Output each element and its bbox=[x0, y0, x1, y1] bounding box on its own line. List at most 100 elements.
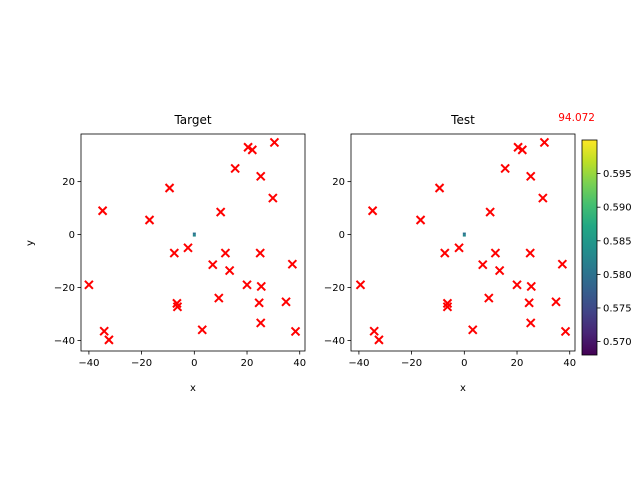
test-y-tick-label: 0 bbox=[339, 230, 345, 241]
test-data-point bbox=[525, 248, 535, 258]
test-data-point bbox=[454, 243, 464, 253]
test-data-point bbox=[369, 326, 379, 336]
test-data-point bbox=[526, 281, 536, 292]
target-data-point bbox=[224, 265, 235, 276]
target-title: Target bbox=[173, 113, 211, 127]
target-data-point bbox=[281, 297, 291, 307]
test-x-tick-label: −40 bbox=[348, 358, 369, 369]
target-center-patch bbox=[192, 234, 196, 237]
colorbar: 0.570 0.575 0.580 0.585 0.590 0.595 bbox=[581, 139, 632, 356]
target-data-point bbox=[97, 206, 108, 216]
target-data-point bbox=[254, 298, 264, 308]
test-data-point bbox=[513, 142, 523, 152]
test-data-point bbox=[494, 265, 505, 276]
target-plot-area: −40 −20 0 20 40 −40 −20 0 20 bbox=[54, 137, 306, 369]
target-data-point bbox=[256, 318, 266, 328]
test-title: Test bbox=[450, 113, 475, 127]
test-y-tick-label: −40 bbox=[324, 336, 345, 347]
test-data-point bbox=[440, 248, 450, 258]
target-data-point bbox=[144, 215, 155, 225]
target-data-point bbox=[290, 326, 301, 337]
colorbar-tick-label: 0.580 bbox=[603, 270, 632, 281]
target-data-point bbox=[172, 302, 183, 312]
target-x-axis-label: x bbox=[190, 383, 196, 394]
colorbar-tick-label: 0.585 bbox=[603, 236, 632, 247]
target-data-point bbox=[256, 281, 266, 292]
target-data-point bbox=[197, 325, 207, 335]
test-y-tick-label: −20 bbox=[324, 283, 345, 294]
target-data-point bbox=[287, 259, 298, 269]
test-x-tick-label: −20 bbox=[401, 358, 422, 369]
target-data-point bbox=[208, 260, 218, 270]
test-data-point bbox=[374, 335, 384, 345]
target-data-point bbox=[84, 280, 94, 290]
test-data-point bbox=[551, 297, 561, 307]
target-data-point bbox=[242, 280, 252, 290]
test-data-point bbox=[490, 248, 501, 258]
colorbar-ticks: 0.570 0.575 0.580 0.585 0.590 0.595 bbox=[597, 169, 632, 348]
target-data-point bbox=[99, 326, 109, 336]
target-y-tick-label: 20 bbox=[62, 177, 75, 188]
target-panel: Target −40 −20 0 20 40 −40 −20 0 20 x y bbox=[25, 113, 306, 394]
target-data-point bbox=[169, 248, 179, 258]
target-data-point bbox=[230, 163, 240, 174]
test-data-point bbox=[512, 280, 522, 290]
test-x-tick-label: 20 bbox=[511, 358, 524, 369]
test-frame bbox=[350, 133, 576, 352]
test-data-point bbox=[442, 302, 453, 312]
test-center-patch-top bbox=[462, 232, 466, 235]
test-data-point bbox=[478, 260, 488, 270]
target-x-tick-label: −40 bbox=[78, 358, 99, 369]
test-data-point bbox=[526, 171, 536, 182]
test-plot-area: −40 −20 0 20 40 −40 −20 0 20 bbox=[324, 137, 576, 369]
colorbar-frame bbox=[581, 139, 598, 356]
test-data-point bbox=[415, 215, 426, 225]
test-y-tick-label: 20 bbox=[332, 177, 345, 188]
test-data-point bbox=[538, 193, 548, 203]
target-y-axis-label: y bbox=[25, 240, 36, 246]
target-data-point bbox=[214, 293, 224, 303]
target-data-point bbox=[268, 193, 278, 203]
test-data-point bbox=[485, 207, 495, 217]
target-data-point bbox=[243, 142, 253, 152]
target-data-point bbox=[256, 171, 266, 182]
test-data-point bbox=[526, 318, 536, 328]
test-data-point bbox=[517, 145, 528, 155]
test-data-point bbox=[524, 298, 534, 308]
test-data-point bbox=[557, 259, 568, 269]
target-data-point bbox=[247, 145, 258, 155]
colorbar-tick-label: 0.570 bbox=[603, 337, 632, 348]
target-data-point bbox=[104, 335, 114, 345]
target-data-point bbox=[164, 183, 175, 193]
target-data-point bbox=[183, 243, 193, 253]
colorbar-gradient bbox=[582, 140, 597, 355]
test-center-patch bbox=[462, 234, 466, 237]
target-x-tick-label: 0 bbox=[191, 358, 197, 369]
test-panel: Test −40 −20 0 20 40 −40 −20 0 20 x bbox=[324, 113, 576, 394]
colorbar-tick-label: 0.575 bbox=[603, 303, 632, 314]
target-y-tick-label: 0 bbox=[69, 230, 75, 241]
target-data-point bbox=[269, 137, 280, 148]
target-y-tick-label: −40 bbox=[54, 336, 75, 347]
test-data-point bbox=[367, 206, 378, 216]
target-data-point bbox=[215, 207, 226, 217]
target-frame bbox=[80, 133, 306, 352]
target-x-tick-label: 40 bbox=[293, 358, 306, 369]
target-x-tick-label: 20 bbox=[241, 358, 254, 369]
test-data-point bbox=[560, 326, 571, 337]
test-x-tick-label: 0 bbox=[461, 358, 467, 369]
test-data-point bbox=[500, 163, 510, 174]
colorbar-tick-label: 0.590 bbox=[603, 203, 632, 214]
colorbar-tick-label: 0.595 bbox=[603, 169, 632, 180]
target-y-tick-label: −20 bbox=[54, 283, 75, 294]
test-data-point bbox=[484, 293, 494, 303]
test-data-point bbox=[468, 325, 478, 335]
test-data-point bbox=[355, 280, 366, 290]
test-data-point bbox=[442, 298, 453, 309]
test-x-tick-label: 40 bbox=[563, 358, 576, 369]
test-data-point bbox=[434, 183, 445, 193]
target-center-patch-top bbox=[192, 232, 196, 235]
test-x-axis-label: x bbox=[460, 383, 466, 394]
target-data-point bbox=[255, 248, 265, 258]
